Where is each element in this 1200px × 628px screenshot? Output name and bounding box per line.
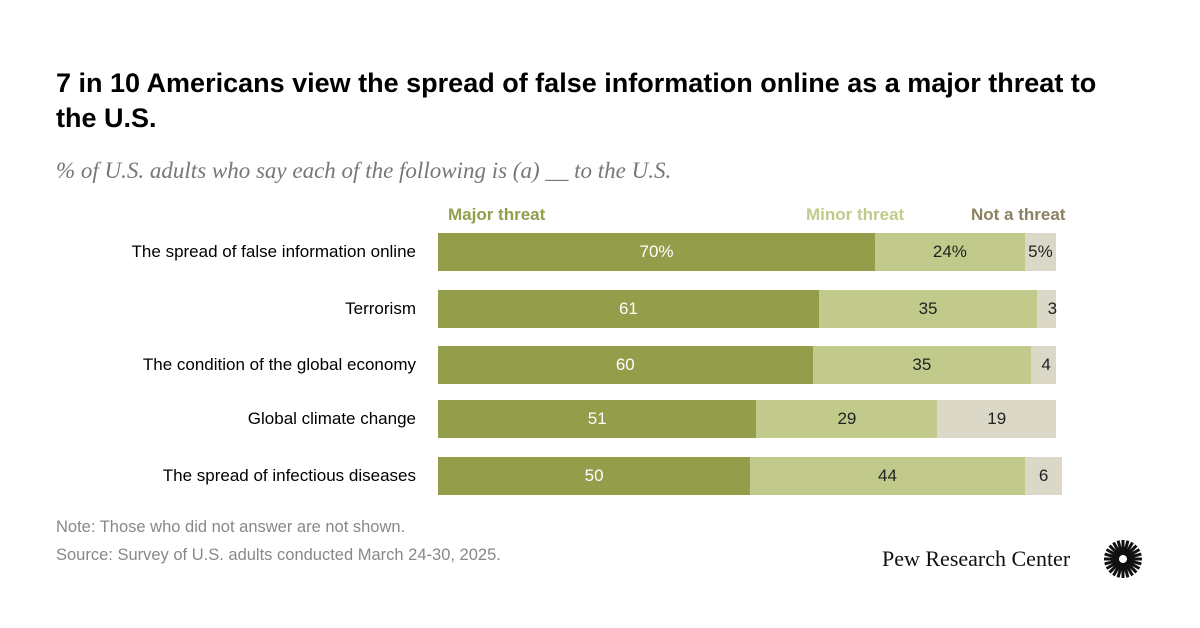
sunburst-ray <box>1104 552 1120 560</box>
bar-minor-threat <box>750 457 1025 495</box>
data-label: 5% <box>1028 242 1053 261</box>
data-label: 44 <box>878 466 897 485</box>
sunburst-ray <box>1116 540 1124 556</box>
note: Note: Those who did not answer are not s… <box>56 518 406 536</box>
data-label: 4 <box>1041 355 1051 374</box>
sunburst-ray <box>1116 562 1124 578</box>
bar-major-threat <box>438 290 819 328</box>
sunburst-ray <box>1124 560 1138 574</box>
bar-minor-threat <box>818 290 1038 328</box>
sunburst-ray <box>1108 544 1122 558</box>
bar-major-threat <box>438 346 813 384</box>
sunburst-ray <box>1104 558 1120 566</box>
data-label: 35 <box>918 299 938 318</box>
sunburst-ray <box>1125 559 1141 570</box>
sunburst-ray <box>1108 560 1122 574</box>
bar-minor-threat <box>875 233 1025 271</box>
data-label: 29 <box>837 409 857 428</box>
bar-major-threat <box>438 457 751 495</box>
sunburst-ray <box>1122 540 1130 556</box>
data-label: 24% <box>932 242 967 261</box>
chart-subtitle: % of U.S. adults who say each of the fol… <box>56 158 672 183</box>
bar-not-a-threat <box>937 400 1057 438</box>
legend-not-a-threat: Not a threat <box>971 205 1066 224</box>
data-label: 61 <box>618 299 638 318</box>
data-label: 70% <box>639 242 674 261</box>
data-label: 50 <box>584 466 604 485</box>
bar-minor-threat <box>756 400 938 438</box>
bar-not-a-threat <box>1024 233 1057 271</box>
source: Source: Survey of U.S. adults conducted … <box>56 546 501 564</box>
bar-minor-threat <box>812 346 1032 384</box>
legend-minor-threat: Minor threat <box>806 205 905 224</box>
sunburst-ray <box>1126 552 1142 560</box>
sunburst-ray <box>1123 561 1134 577</box>
category-label: Global climate change <box>247 409 416 428</box>
data-label: 19 <box>987 409 1007 428</box>
legend-major-threat: Major threat <box>448 205 546 224</box>
pew-logo-text: Pew Research Center <box>882 546 1071 571</box>
sunburst-ray <box>1124 544 1138 558</box>
sunburst-ray <box>1105 559 1121 570</box>
sunburst-ray <box>1122 562 1130 578</box>
data-label: 60 <box>615 355 635 374</box>
category-label: Terrorism <box>345 299 416 318</box>
bar-not-a-threat <box>1037 290 1057 328</box>
sunburst-ray <box>1112 541 1123 557</box>
data-label: 35 <box>912 355 932 374</box>
sunburst-ray <box>1112 561 1123 577</box>
chart-title: 7 in 10 Americans view the spread of fal… <box>56 68 1097 133</box>
sunburst-ray <box>1126 558 1142 566</box>
data-label: 6 <box>1038 466 1049 485</box>
category-label: The spread of false information online <box>131 242 416 261</box>
data-label: 3 <box>1047 299 1058 318</box>
category-label: The spread of infectious diseases <box>162 466 416 485</box>
data-label: 51 <box>587 409 607 428</box>
bar-not-a-threat <box>1024 457 1063 495</box>
category-label: The condition of the global economy <box>142 355 416 374</box>
bar-major-threat <box>438 233 875 271</box>
sunburst-ray <box>1123 541 1134 557</box>
sunburst-ray <box>1105 548 1121 559</box>
sunburst-ray <box>1125 548 1141 559</box>
pew-sunburst-icon <box>1104 540 1142 578</box>
bar-not-a-threat <box>1031 346 1057 384</box>
bar-major-threat <box>438 400 757 438</box>
